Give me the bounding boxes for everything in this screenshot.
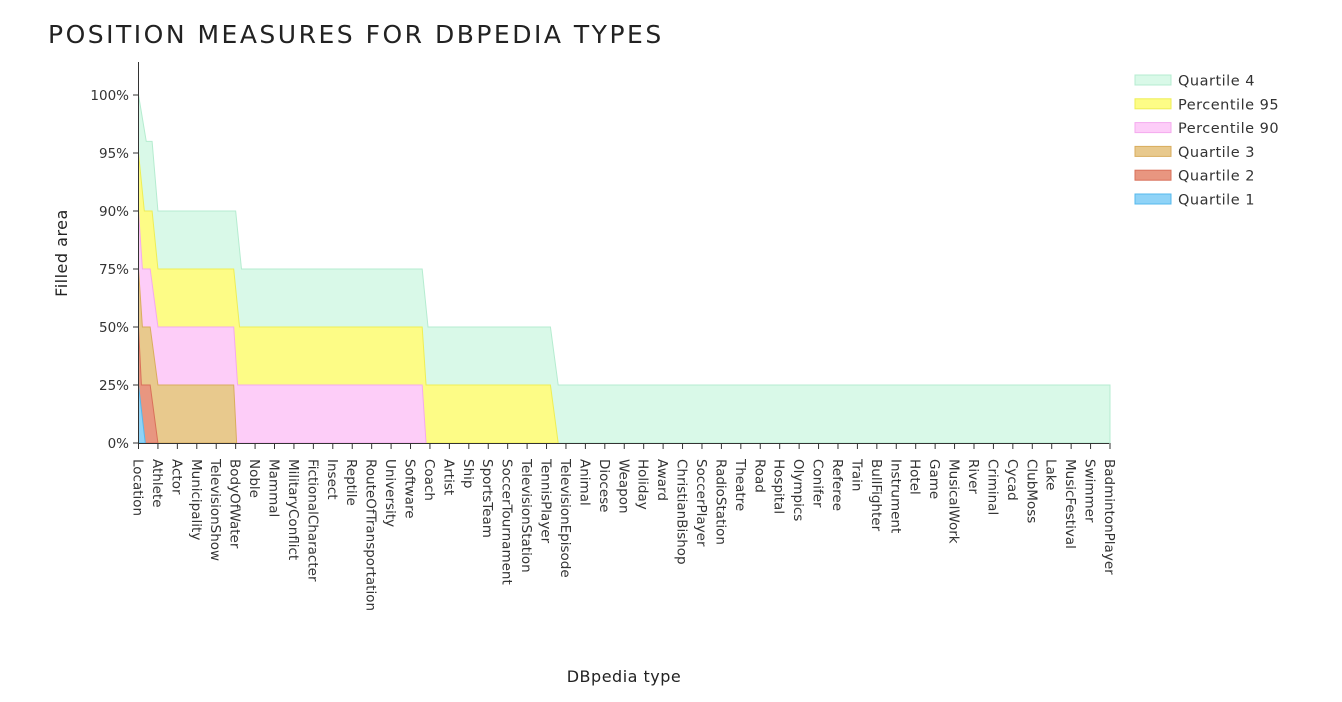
- x-tick-label: Swimmer: [1082, 459, 1098, 523]
- x-tick-label: Coach: [421, 459, 437, 501]
- x-axis-ticks: Location Athlete Actor Municipality Televisi…: [130, 443, 1117, 611]
- legend-item[interactable]: Quartile 1: [1134, 193, 1255, 209]
- x-tick-label: BodyOfWater: [227, 459, 243, 549]
- x-axis-title: DBpedia type: [567, 667, 682, 686]
- x-tick-label: MusicFestival: [1062, 459, 1078, 549]
- chart-axes: [138, 62, 1109, 444]
- legend-item[interactable]: Percentile 95: [1134, 97, 1279, 113]
- area-percentile-95: [138, 152, 559, 444]
- x-tick-label: Actor: [168, 459, 184, 495]
- legend-swatch: [1134, 98, 1172, 110]
- y-tick-label: 90%: [99, 204, 129, 220]
- x-tick-label: Hospital: [771, 459, 787, 514]
- x-tick-label: Theatre: [732, 458, 748, 511]
- x-tick-label: Noble: [246, 459, 262, 498]
- legend-label: Percentile 95: [1178, 97, 1279, 113]
- legend-item[interactable]: Percentile 90: [1134, 121, 1279, 137]
- x-tick-label: Software: [402, 459, 418, 519]
- x-tick-label: BadmintonPlayer: [1101, 459, 1117, 575]
- x-tick-label: University: [382, 459, 398, 527]
- x-tick-label: RadioStation: [712, 459, 728, 545]
- legend-label: Percentile 90: [1178, 121, 1279, 137]
- x-tick-label: TennisPlayer: [538, 458, 554, 544]
- x-tick-label: Award: [654, 459, 670, 501]
- y-tick-label: 25%: [99, 378, 129, 394]
- x-tick-label: Cycad: [1004, 459, 1020, 501]
- x-tick-label: River: [965, 459, 981, 494]
- x-tick-label: Criminal: [984, 459, 1000, 515]
- x-tick-label: Mammal: [266, 459, 282, 517]
- x-tick-label: Conifer: [810, 459, 826, 508]
- legend-swatch: [1134, 122, 1172, 134]
- x-tick-label: Olympics: [790, 459, 806, 521]
- x-tick-label: ChristianBishop: [674, 459, 690, 565]
- legend[interactable]: Quartile 4 Percentile 95 Percentile 90 Quar…: [1134, 74, 1279, 209]
- legend-swatch: [1134, 74, 1172, 86]
- chart-title: POSITION MEASURES FOR DBPEDIA TYPES: [48, 20, 664, 49]
- legend-label: Quartile 3: [1178, 145, 1255, 161]
- x-tick-label: Insect: [324, 459, 340, 500]
- x-tick-label: Instrument: [887, 459, 903, 533]
- area-quartile-3: [138, 268, 238, 444]
- x-tick-label: Road: [751, 459, 767, 493]
- legend-label: Quartile 1: [1178, 193, 1255, 209]
- x-tick-label: MilitaryConflict: [285, 459, 301, 560]
- x-tick-label: BullFighter: [868, 459, 884, 532]
- x-tick-label: TelevisionStation: [518, 458, 534, 573]
- x-tick-label: MusicalWork: [946, 459, 962, 544]
- x-tick-label: Lake: [1043, 459, 1059, 490]
- legend-item[interactable]: Quartile 2: [1134, 169, 1255, 185]
- chart-areas: [138, 94, 1111, 444]
- x-tick-label: Hotel: [907, 459, 923, 495]
- x-tick-label: FictionalCharacter: [304, 459, 320, 582]
- x-tick-label: Holiday: [635, 459, 651, 510]
- legend-label: Quartile 2: [1178, 169, 1255, 185]
- x-tick-label: Weapon: [615, 459, 631, 514]
- x-tick-label: Diocese: [596, 459, 612, 512]
- y-tick-label: 100%: [90, 88, 129, 104]
- x-tick-label: RouteOfTransportation: [363, 459, 379, 611]
- x-tick-label: Reptile: [343, 459, 359, 506]
- legend-item[interactable]: Quartile 3: [1134, 145, 1255, 161]
- y-axis-title: Filled area: [52, 209, 71, 297]
- legend-swatch: [1134, 145, 1172, 157]
- x-tick-label: Location: [130, 459, 146, 516]
- y-tick-label: 0%: [108, 436, 130, 452]
- y-tick-label: 75%: [99, 262, 129, 278]
- x-tick-label: SportsTeam: [479, 459, 495, 538]
- x-tick-label: Artist: [440, 459, 456, 495]
- x-tick-label: ClubMoss: [1023, 459, 1039, 523]
- x-tick-label: Train: [848, 458, 864, 491]
- y-axis-ticks: 0% 25% 50% 75% 90% 95% 100%: [90, 88, 139, 452]
- x-tick-label: Athlete: [149, 459, 165, 508]
- x-tick-label: Game: [926, 459, 942, 499]
- legend-swatch: [1134, 169, 1172, 181]
- legend-item[interactable]: Quartile 4: [1134, 74, 1255, 90]
- y-tick-label: 50%: [99, 320, 129, 336]
- y-tick-label: 95%: [99, 146, 129, 162]
- x-tick-label: SoccerTournament: [499, 459, 515, 585]
- legend-label: Quartile 4: [1178, 74, 1255, 90]
- x-tick-label: TelevisionEpisode: [557, 458, 573, 578]
- x-tick-label: Municipality: [188, 459, 204, 540]
- x-tick-label: TelevisionShow: [207, 458, 223, 561]
- x-tick-label: SoccerPlayer: [693, 459, 709, 547]
- x-tick-label: Ship: [460, 459, 476, 488]
- x-tick-label: Referee: [829, 459, 845, 511]
- x-tick-label: Animal: [576, 459, 592, 506]
- legend-swatch: [1134, 193, 1172, 205]
